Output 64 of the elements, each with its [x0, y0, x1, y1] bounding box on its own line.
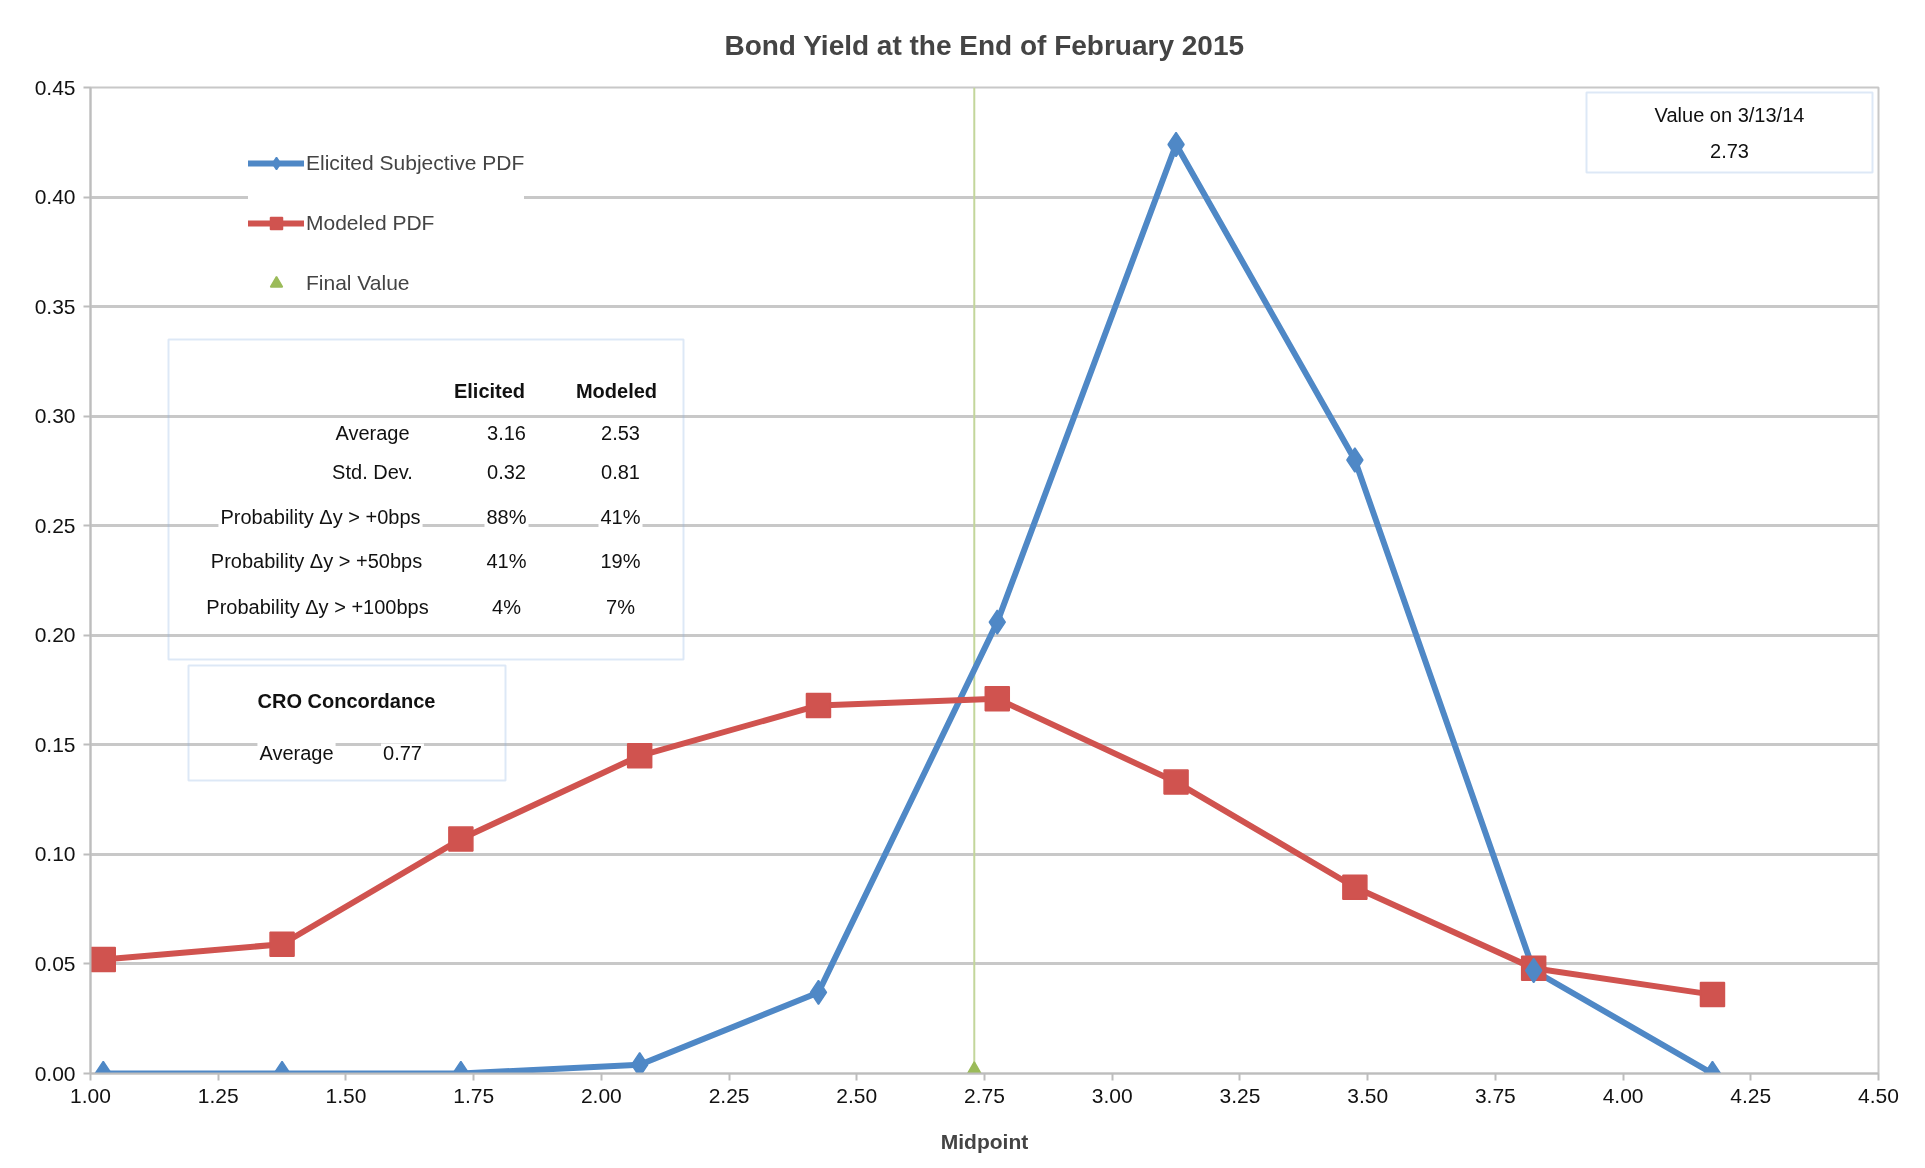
x-tick-label: 4.50: [1858, 1083, 1899, 1107]
x-tick-label: 1.75: [453, 1083, 495, 1107]
x-tick-label: 2.25: [708, 1083, 750, 1107]
annotation: 88%: [486, 505, 527, 528]
legend-label: Elicited Subjective PDF: [306, 150, 525, 176]
legend-label: Modeled PDF: [306, 210, 435, 236]
annotation: Value on 3/13/14: [1654, 103, 1805, 126]
legend-label: Final Value: [306, 270, 410, 296]
point: [630, 1051, 649, 1074]
annotation: Probability Δy > +0bps: [220, 505, 421, 528]
annotation: 4%: [492, 595, 522, 618]
annotation: Average: [335, 421, 410, 444]
annotation: 0.32: [487, 460, 526, 483]
y-tick-label: 0.20: [34, 623, 76, 647]
annotation: 19%: [600, 549, 641, 572]
point: [1699, 981, 1726, 1008]
x-tick-label: 2.75: [964, 1083, 1005, 1107]
y-tick-label: 0.00: [34, 1061, 76, 1085]
x-axis-title: Midpoint: [940, 1129, 1029, 1153]
x-tick-label: 4.00: [1602, 1083, 1644, 1107]
annotation: 2.53: [601, 421, 640, 444]
annotation: 2.73: [1710, 139, 1749, 162]
point: [626, 743, 653, 769]
annotation: 41%: [486, 549, 527, 572]
point: [1163, 769, 1189, 795]
y-tick-label: 0.35: [34, 294, 76, 318]
annotation: Modeled: [575, 379, 658, 402]
y-tick-label: 0.15: [34, 732, 76, 756]
y-tick-label: 0.10: [34, 842, 76, 866]
point: [90, 946, 117, 973]
annotation: 41%: [600, 505, 641, 528]
point: [809, 979, 828, 1006]
x-tick-label: 1.50: [325, 1083, 367, 1107]
y-tick-label: 0.05: [34, 951, 76, 975]
annotation: Std. Dev.: [332, 460, 413, 483]
annotation: CRO Concordance: [257, 689, 436, 712]
point: [984, 686, 1011, 712]
annotation: Elicited: [453, 379, 526, 402]
x-tick-label: 1.00: [70, 1083, 111, 1107]
point: [805, 692, 832, 719]
point: [448, 826, 474, 852]
x-tick-label: 2.00: [580, 1083, 622, 1107]
annotation: 7%: [606, 595, 636, 618]
x-tick-label: 1.25: [197, 1083, 239, 1107]
x-tick-label: 4.25: [1730, 1083, 1772, 1107]
annotation: Probability Δy > +50bps: [210, 549, 423, 572]
point: [269, 931, 295, 957]
x-tick-label: 3.50: [1347, 1083, 1389, 1107]
chart-title: Bond Yield at the End of February 2015: [724, 29, 1245, 61]
point: [1342, 874, 1368, 901]
point: [988, 609, 1007, 635]
annotation: 0.81: [601, 460, 640, 483]
y-tick-label: 0.25: [34, 513, 76, 537]
annotation: 3.16: [487, 421, 526, 444]
x-tick-label: 3.00: [1091, 1083, 1133, 1107]
y-tick-label: 0.45: [34, 75, 76, 99]
annotation: Probability Δy > +100bps: [206, 595, 429, 618]
annotation: 0.77: [383, 741, 422, 764]
annotation: Average: [259, 741, 334, 764]
x-tick-label: 3.25: [1219, 1083, 1261, 1107]
y-tick-label: 0.40: [34, 185, 76, 209]
y-tick-label: 0.30: [34, 404, 76, 428]
x-tick-label: 3.75: [1474, 1083, 1516, 1107]
x-tick-label: 2.50: [836, 1083, 878, 1107]
